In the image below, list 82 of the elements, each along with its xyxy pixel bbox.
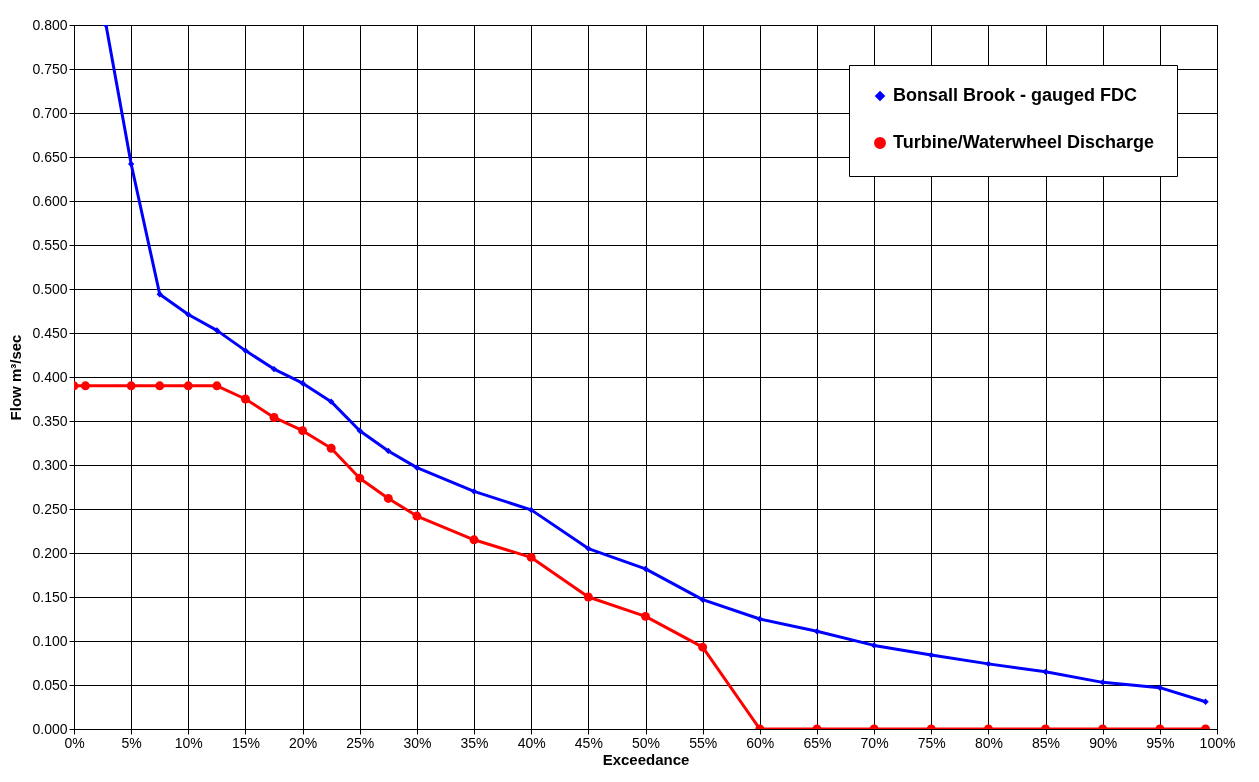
point xyxy=(470,488,478,495)
point xyxy=(183,381,193,391)
point xyxy=(699,596,706,603)
point xyxy=(1202,698,1209,705)
x-tick-label: 40% xyxy=(517,734,546,751)
x-tick-label: 90% xyxy=(1089,734,1118,751)
point xyxy=(269,413,279,422)
y-tick-label: 0.600 xyxy=(32,192,68,209)
point xyxy=(326,443,336,453)
point xyxy=(813,628,821,635)
point xyxy=(328,398,335,405)
y-tick-label: 0.150 xyxy=(32,588,68,605)
x-tick-label: 75% xyxy=(917,734,946,751)
y-tick-label: 0.800 xyxy=(32,16,68,33)
x-tick-label: 95% xyxy=(1146,734,1175,751)
point xyxy=(870,642,878,649)
y-tick-label: 0.550 xyxy=(32,236,68,253)
x-tick-label: 15% xyxy=(231,734,260,751)
point xyxy=(412,511,422,521)
point xyxy=(528,506,535,514)
x-tick-label: 65% xyxy=(803,734,832,751)
point xyxy=(242,347,249,354)
point xyxy=(185,311,192,318)
y-tick-label: 0.700 xyxy=(32,104,68,121)
point xyxy=(355,473,365,483)
point xyxy=(469,535,479,545)
y-tick-label: 0.100 xyxy=(32,632,68,649)
point xyxy=(385,447,392,455)
x-tick-label: 85% xyxy=(1032,734,1061,751)
y-tick-label: 0.750 xyxy=(32,60,68,77)
point xyxy=(126,381,136,391)
legend-label: Turbine/Waterwheel Discharge xyxy=(893,132,1155,152)
x-tick-label: 100% xyxy=(1199,734,1236,751)
x-tick-label: 5% xyxy=(121,734,142,751)
point xyxy=(526,552,536,562)
point xyxy=(80,381,90,391)
y-tick-label: 0.250 xyxy=(32,500,68,517)
x-tick-label: 35% xyxy=(460,734,489,751)
y-axis-title: Flow m³/sec xyxy=(7,334,25,421)
point xyxy=(298,426,308,436)
point xyxy=(299,380,306,387)
point xyxy=(155,381,165,391)
point xyxy=(1042,668,1049,675)
y-tick-label: 0.350 xyxy=(32,412,68,429)
y-tick-label: 0.400 xyxy=(32,368,68,385)
point xyxy=(585,545,592,552)
y-tick-label: 0.200 xyxy=(32,544,68,561)
x-axis-title: Exceedance xyxy=(602,750,690,768)
point xyxy=(156,291,163,298)
point xyxy=(356,427,363,434)
point xyxy=(413,464,421,471)
point xyxy=(928,651,935,659)
x-tick-label: 30% xyxy=(403,734,432,751)
y-tick-label: 0.000 xyxy=(32,720,68,737)
x-tick-label: 0% xyxy=(64,734,85,751)
x-tick-label: 20% xyxy=(289,734,318,751)
y-tick-label: 0.450 xyxy=(32,324,68,341)
x-tick-label: 60% xyxy=(746,734,775,751)
x-tick-label: 50% xyxy=(631,734,661,751)
x-tick-label: 25% xyxy=(346,734,375,751)
point xyxy=(240,394,250,404)
x-tick-label: 45% xyxy=(574,734,603,751)
point xyxy=(583,592,593,602)
point xyxy=(383,493,393,503)
point xyxy=(270,365,278,373)
point xyxy=(698,642,708,652)
y-tick-label: 0.300 xyxy=(32,456,68,473)
point xyxy=(641,611,650,621)
legend-label: Bonsall Brook - gauged FDC xyxy=(893,85,1138,105)
x-tick-label: 80% xyxy=(974,734,1003,751)
point xyxy=(213,327,221,334)
x-tick-label: 10% xyxy=(174,734,203,751)
point xyxy=(1099,679,1106,686)
y-tick-label: 0.650 xyxy=(32,148,68,165)
y-tick-label: 0.500 xyxy=(32,280,68,297)
x-tick-label: 70% xyxy=(860,734,889,751)
y-tick-label: 0.050 xyxy=(32,676,68,693)
point xyxy=(212,381,222,391)
point xyxy=(985,660,992,668)
x-tick-label: 55% xyxy=(689,734,718,751)
point xyxy=(642,565,649,572)
point xyxy=(756,615,763,623)
